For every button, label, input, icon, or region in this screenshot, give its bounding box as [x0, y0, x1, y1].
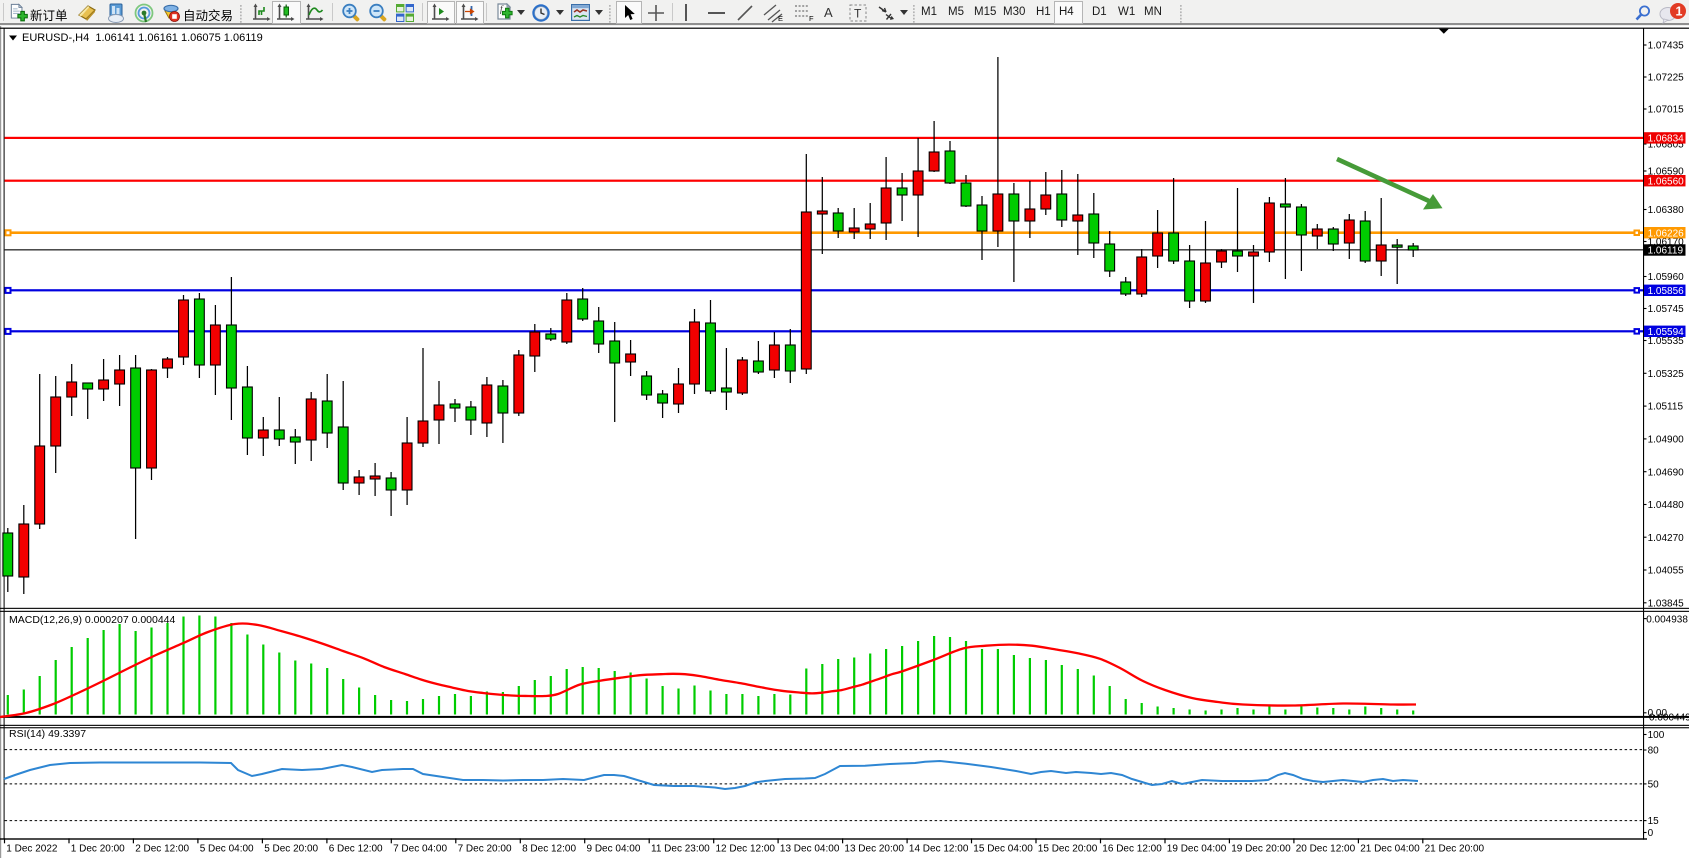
svg-text:1.06560: 1.06560: [1648, 176, 1685, 187]
svg-text:13 Dec 04:00: 13 Dec 04:00: [780, 844, 840, 855]
svg-text:80: 80: [1648, 746, 1660, 757]
svg-text:0.00: 0.00: [1648, 708, 1668, 719]
svg-text:14 Dec 12:00: 14 Dec 12:00: [909, 844, 969, 855]
svg-text:1.07435: 1.07435: [1648, 41, 1685, 52]
svg-text:0.004938: 0.004938: [1646, 614, 1688, 625]
svg-text:6 Dec 12:00: 6 Dec 12:00: [329, 844, 383, 855]
svg-text:1.07015: 1.07015: [1648, 105, 1685, 116]
svg-text:2 Dec 12:00: 2 Dec 12:00: [135, 844, 189, 855]
svg-text:0.000449: 0.000449: [1649, 712, 1689, 723]
svg-text:MACD(12,26,9) 0.000207 0.00044: MACD(12,26,9) 0.000207 0.000444: [9, 614, 176, 626]
svg-text:T: T: [854, 7, 862, 21]
svg-text:1.04690: 1.04690: [1648, 467, 1685, 478]
svg-text:21 Dec 20:00: 21 Dec 20:00: [1425, 844, 1485, 855]
svg-text:0: 0: [1648, 828, 1654, 839]
svg-text:20 Dec 12:00: 20 Dec 12:00: [1296, 844, 1356, 855]
svg-text:19 Dec 20:00: 19 Dec 20:00: [1231, 844, 1291, 855]
svg-text:1 Dec 2022: 1 Dec 2022: [6, 844, 58, 855]
svg-text:1.04480: 1.04480: [1648, 500, 1685, 511]
svg-text:1 Dec 20:00: 1 Dec 20:00: [71, 844, 125, 855]
svg-text:1: 1: [1676, 4, 1683, 18]
svg-text:12 Dec 12:00: 12 Dec 12:00: [716, 844, 776, 855]
svg-text:1.06170: 1.06170: [1648, 237, 1685, 248]
svg-text:11 Dec 23:00: 11 Dec 23:00: [651, 844, 710, 855]
svg-text:1.05745: 1.05745: [1648, 304, 1685, 315]
svg-text:1.06119: 1.06119: [1648, 246, 1684, 257]
svg-text:EURUSD-,H4 1.06141 1.06161 1.: EURUSD-,H4 1.06141 1.06161 1.06075 1.061…: [22, 32, 263, 44]
svg-text:100: 100: [1648, 730, 1665, 741]
svg-text:13 Dec 20:00: 13 Dec 20:00: [844, 844, 904, 855]
svg-text:1.05594: 1.05594: [1648, 327, 1685, 338]
svg-text:19 Dec 04:00: 19 Dec 04:00: [1167, 844, 1227, 855]
svg-text:F: F: [809, 14, 814, 23]
svg-text:5 Dec 20:00: 5 Dec 20:00: [264, 844, 318, 855]
svg-text:1.04270: 1.04270: [1648, 533, 1685, 544]
svg-text:1.05325: 1.05325: [1648, 369, 1685, 380]
svg-text:50: 50: [1648, 780, 1660, 791]
svg-text:1.06226: 1.06226: [1648, 228, 1685, 239]
svg-text:1.06380: 1.06380: [1648, 205, 1685, 216]
svg-text:5 Dec 04:00: 5 Dec 04:00: [200, 844, 254, 855]
svg-text:8 Dec 12:00: 8 Dec 12:00: [522, 844, 576, 855]
svg-text:1.05856: 1.05856: [1648, 286, 1685, 297]
svg-text:RSI(14) 49.3397: RSI(14) 49.3397: [9, 728, 86, 740]
svg-text:16 Dec 12:00: 16 Dec 12:00: [1102, 844, 1162, 855]
svg-text:1.04900: 1.04900: [1648, 435, 1685, 446]
svg-text:15: 15: [1648, 816, 1660, 827]
svg-text:1.06805: 1.06805: [1648, 140, 1685, 151]
svg-text:1.05115: 1.05115: [1648, 402, 1684, 413]
svg-text:21 Dec 04:00: 21 Dec 04:00: [1360, 844, 1420, 855]
svg-text:1.05535: 1.05535: [1648, 336, 1685, 347]
svg-text:E: E: [778, 14, 783, 23]
svg-text:f: f: [500, 4, 504, 14]
svg-text:1.03845: 1.03845: [1648, 598, 1685, 609]
svg-text:9 Dec 04:00: 9 Dec 04:00: [587, 844, 641, 855]
svg-text:1.06590: 1.06590: [1648, 167, 1685, 178]
svg-text:1.04055: 1.04055: [1648, 566, 1685, 577]
svg-text:1.05960: 1.05960: [1648, 272, 1685, 283]
svg-text:1.07225: 1.07225: [1648, 73, 1685, 84]
svg-text:1.06834: 1.06834: [1648, 134, 1685, 145]
svg-text:15 Dec 20:00: 15 Dec 20:00: [1038, 844, 1098, 855]
svg-text:15 Dec 04:00: 15 Dec 04:00: [973, 844, 1033, 855]
svg-text:7 Dec 04:00: 7 Dec 04:00: [393, 844, 447, 855]
svg-text:7 Dec 20:00: 7 Dec 20:00: [458, 844, 512, 855]
